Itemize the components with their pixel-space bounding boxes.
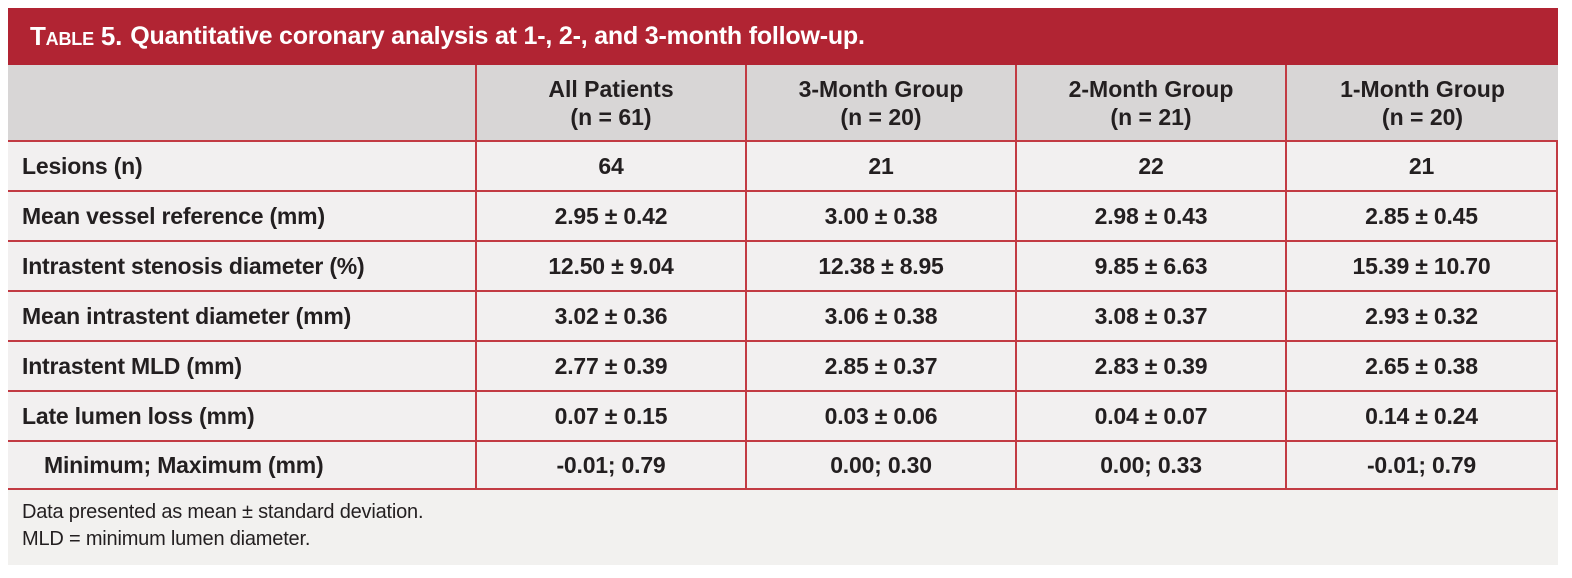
table-cell: 3.00 ± 0.38 [745, 190, 1015, 240]
column-header-3-month: 3-Month Group (n = 20) [745, 65, 1015, 140]
row-label-minimum-maximum: Minimum; Maximum (mm) [8, 440, 475, 490]
column-header-n: (n = 21) [1110, 103, 1192, 130]
row-label-mean-vessel-reference: Mean vessel reference (mm) [8, 190, 475, 240]
table-cell: 2.85 ± 0.45 [1285, 190, 1558, 240]
row-label-mean-intrastent-diameter: Mean intrastent diameter (mm) [8, 290, 475, 340]
table-cell: 64 [475, 140, 745, 190]
table-cell: 12.50 ± 9.04 [475, 240, 745, 290]
column-header-n: (n = 61) [570, 103, 652, 130]
table-cell: 2.93 ± 0.32 [1285, 290, 1558, 340]
table-title-band: Table 5. Quantitative coronary analysis … [8, 8, 1558, 65]
table-cell: 0.00; 0.30 [745, 440, 1015, 490]
table-cell: 21 [745, 140, 1015, 190]
column-header-n: (n = 20) [1381, 103, 1464, 130]
column-header-n: (n = 20) [840, 103, 922, 130]
table-cell: 2.65 ± 0.38 [1285, 340, 1558, 390]
table-cell: 3.02 ± 0.36 [475, 290, 745, 340]
table-cell: 9.85 ± 6.63 [1015, 240, 1285, 290]
column-header-label: 1-Month Group [1340, 75, 1505, 102]
table-cell: 2.98 ± 0.43 [1015, 190, 1285, 240]
table-cell: 22 [1015, 140, 1285, 190]
column-header-label: 2-Month Group [1068, 75, 1234, 102]
table-cell: 0.04 ± 0.07 [1015, 390, 1285, 440]
footnote-mean-sd: Data presented as mean ± standard deviat… [22, 501, 424, 523]
row-label-intrastent-mld: Intrastent MLD (mm) [8, 340, 475, 390]
table-cell: 0.03 ± 0.06 [745, 390, 1015, 440]
column-header-label: 3-Month Group [798, 75, 964, 102]
column-header-1-month: 1-Month Group (n = 20) [1285, 65, 1558, 140]
table-cell: 0.14 ± 0.24 [1285, 390, 1558, 440]
table-cell: -0.01; 0.79 [475, 440, 745, 490]
table-cell: 0.00; 0.33 [1015, 440, 1285, 490]
column-header-2-month: 2-Month Group (n = 21) [1015, 65, 1285, 140]
footnote-mld-definition: MLD = minimum lumen diameter. [22, 528, 311, 550]
data-table: All Patients (n = 61) 3-Month Group (n =… [8, 65, 1558, 490]
table-cell: 3.06 ± 0.38 [745, 290, 1015, 340]
table-cell: 3.08 ± 0.37 [1015, 290, 1285, 340]
column-header-label: All Patients [548, 75, 674, 102]
row-label-late-lumen-loss: Late lumen loss (mm) [8, 390, 475, 440]
table-cell: 2.77 ± 0.39 [475, 340, 745, 390]
header-corner-cell [8, 65, 475, 140]
table-cell: 15.39 ± 10.70 [1285, 240, 1558, 290]
table-number-label: Table 5. [30, 21, 123, 51]
table-cell: 2.83 ± 0.39 [1015, 340, 1285, 390]
table-cell: 21 [1285, 140, 1558, 190]
column-header-all-patients: All Patients (n = 61) [475, 65, 745, 140]
table-cell: 0.07 ± 0.15 [475, 390, 745, 440]
row-label-lesions: Lesions (n) [8, 140, 475, 190]
table-cell: 2.85 ± 0.37 [745, 340, 1015, 390]
table-title-text: Quantitative coronary analysis at 1-, 2-… [130, 22, 865, 50]
table-footnotes: Data presented as mean ± standard deviat… [8, 490, 1558, 565]
row-label-intrastent-stenosis-diameter: Intrastent stenosis diameter (%) [8, 240, 475, 290]
table-cell: -0.01; 0.79 [1285, 440, 1558, 490]
table-5-container: Table 5. Quantitative coronary analysis … [8, 8, 1558, 565]
table-cell: 12.38 ± 8.95 [745, 240, 1015, 290]
table-cell: 2.95 ± 0.42 [475, 190, 745, 240]
